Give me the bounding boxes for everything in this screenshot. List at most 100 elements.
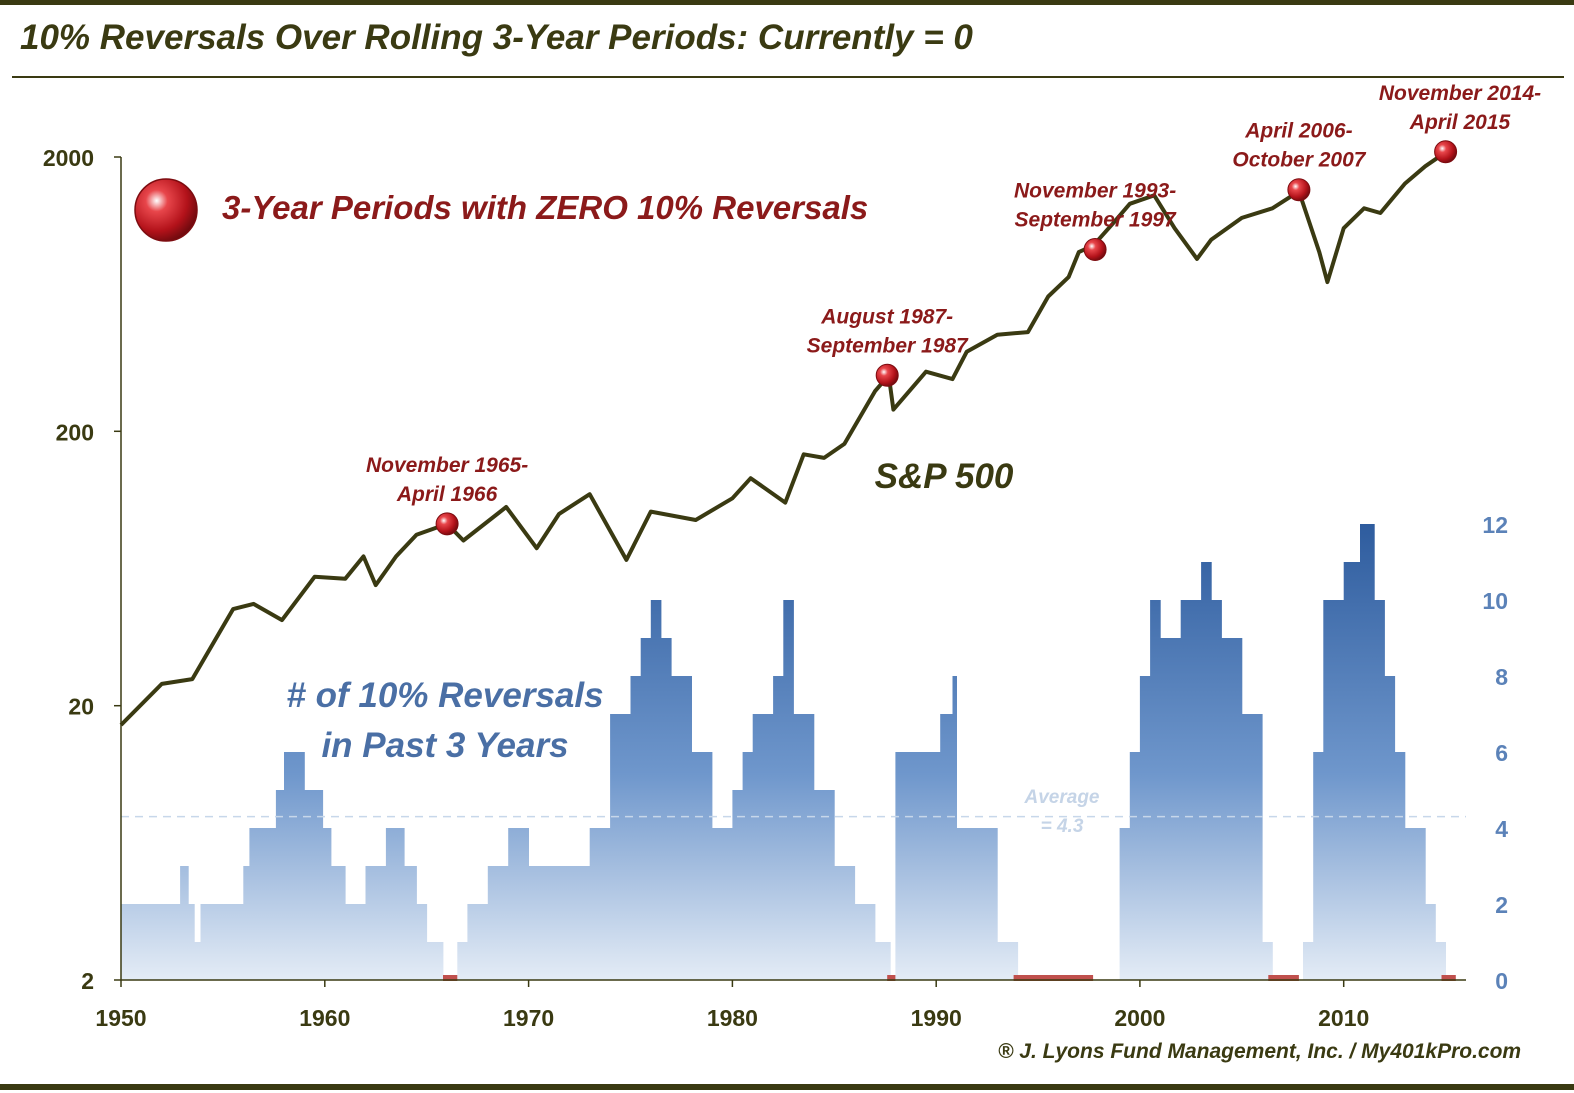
reversal-bar xyxy=(1435,942,1446,980)
reversal-bar xyxy=(952,676,957,980)
reversal-bar xyxy=(528,866,556,980)
reversal-bar xyxy=(1119,828,1131,980)
reversal-bar xyxy=(365,866,387,980)
right-y-tick-label: 8 xyxy=(1495,664,1508,690)
reversal-bar xyxy=(404,866,417,980)
reversal-bar xyxy=(1374,600,1385,980)
reversal-bar xyxy=(997,942,1019,980)
annotation-label: April 1966 xyxy=(396,483,498,506)
reversal-bar xyxy=(956,828,998,980)
x-tick-label: 1990 xyxy=(911,1005,962,1031)
reversal-bar xyxy=(732,790,743,980)
reversal-bar xyxy=(121,904,181,980)
reversal-bar xyxy=(457,942,468,980)
x-axis-ticks: 1950 1960 1970 1980 1990 2000 2010 xyxy=(95,980,1369,1031)
reversal-bar xyxy=(926,752,941,980)
y-tick-label: 200 xyxy=(56,419,94,445)
reversal-bar xyxy=(793,714,815,980)
reversal-bar xyxy=(610,714,631,980)
annotation-label: September 1987 xyxy=(807,334,969,357)
reversal-bar xyxy=(1343,562,1361,980)
legend-label: 3-Year Periods with ZERO 10% Reversals xyxy=(222,189,868,226)
reversal-bar xyxy=(432,942,444,980)
reversal-bar xyxy=(1221,638,1243,980)
reversal-bar xyxy=(275,790,285,980)
copyright-footer: ® J. Lyons Fund Management, Inc. / My401… xyxy=(998,1040,1522,1063)
zero-reversal-marker xyxy=(1434,140,1458,164)
annotation-label: August 1987- xyxy=(820,305,953,328)
x-tick-label: 1960 xyxy=(299,1005,350,1031)
reversal-bar xyxy=(194,942,201,980)
right-y-tick-label: 4 xyxy=(1495,816,1508,842)
legend: 3-Year Periods with ZERO 10% Reversals xyxy=(134,178,868,242)
reversal-bar xyxy=(180,866,189,980)
reversal-bar xyxy=(773,676,784,980)
reversal-bar xyxy=(1180,600,1202,980)
annotation-label: September 1997 xyxy=(1015,209,1177,232)
reversal-bar xyxy=(487,866,509,980)
reversal-bar xyxy=(630,676,642,980)
reversal-bar xyxy=(1394,752,1406,980)
zero-period-strip xyxy=(887,975,896,981)
reversal-bar xyxy=(640,638,652,980)
reversal-bar xyxy=(1160,638,1182,980)
right-y-tick-label: 0 xyxy=(1495,968,1508,994)
reversal-bar xyxy=(589,828,611,980)
zero-reversal-marker xyxy=(1083,238,1107,261)
reversal-bar xyxy=(188,904,195,980)
right-y-tick-label: 6 xyxy=(1495,740,1508,766)
reversal-bar xyxy=(1211,600,1222,980)
reversal-bar xyxy=(284,752,305,980)
reversal-bar xyxy=(1241,714,1263,980)
reversal-bar xyxy=(1262,942,1273,980)
reversal-bar xyxy=(467,904,489,980)
reversal-bar xyxy=(1129,752,1141,980)
annotation-label: October 2007 xyxy=(1232,149,1366,172)
reversal-bar xyxy=(895,752,927,980)
top-border xyxy=(0,0,1574,5)
reversal-bar xyxy=(249,828,277,980)
x-tick-label: 2010 xyxy=(1318,1005,1369,1031)
reversal-bars xyxy=(121,524,1446,980)
title-divider xyxy=(12,76,1564,78)
chart-title: 10% Reversals Over Rolling 3-Year Period… xyxy=(20,18,973,57)
reversal-bar xyxy=(200,904,244,980)
reversal-bar xyxy=(1404,828,1426,980)
zero-period-strips xyxy=(443,975,1456,981)
x-tick-label: 1980 xyxy=(707,1005,758,1031)
reversal-bar xyxy=(304,790,324,980)
reversal-bar xyxy=(416,904,428,980)
zero-period-strip xyxy=(1441,975,1456,981)
reversal-bar xyxy=(330,866,346,980)
reversal-bar xyxy=(1384,676,1396,980)
right-y-tick-label: 2 xyxy=(1495,892,1508,918)
right-y-tick-label: 12 xyxy=(1482,512,1508,538)
reversal-bar xyxy=(875,942,891,980)
y-tick-label: 2 xyxy=(81,968,94,994)
reversal-bar xyxy=(1425,904,1436,980)
reversal-bar xyxy=(555,866,591,980)
bars-series-label-line1: # of 10% Reversals xyxy=(286,676,603,715)
annotation-label: November 1965- xyxy=(366,454,528,477)
right-y-tick-label: 10 xyxy=(1482,588,1508,614)
reversal-bar xyxy=(385,828,405,980)
annotation-label: April 2006- xyxy=(1244,120,1352,143)
reversal-bar xyxy=(834,866,856,980)
left-y-axis-ticks: 2 20 200 2000 xyxy=(43,145,121,994)
annotation-label: November 2014- xyxy=(1379,82,1541,105)
period-annotations: November 1965- April 1966 August 1987- Sept… xyxy=(366,82,1541,506)
reversal-bar xyxy=(1303,942,1314,980)
reversal-bar xyxy=(345,904,366,980)
x-tick-label: 1950 xyxy=(95,1005,146,1031)
reversal-bar xyxy=(742,752,754,980)
average-label: Average xyxy=(1024,787,1100,808)
reversal-bar xyxy=(1360,524,1375,980)
axes xyxy=(120,157,1466,981)
zero-reversal-marker xyxy=(435,512,459,536)
annotation-label: November 1993- xyxy=(1014,180,1176,203)
zero-period-strip xyxy=(443,975,458,981)
zero-reversal-marker xyxy=(1287,178,1311,202)
reversal-bar xyxy=(1139,676,1151,980)
zero-reversal-markers xyxy=(435,140,1458,536)
